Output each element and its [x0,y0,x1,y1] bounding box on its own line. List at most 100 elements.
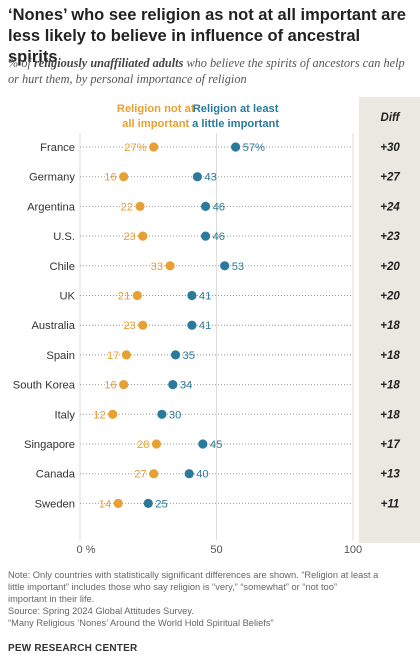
value-label-not-at-all: 28 [137,439,149,451]
x-tick-label: 50 [210,544,222,556]
value-label-at-least-little: 57% [243,142,265,154]
series-label: all important [122,118,189,130]
value-label-not-at-all: 33 [151,261,163,273]
diff-value: +20 [380,291,400,303]
dot-not-at-all [121,350,132,360]
value-label-at-least-little: 46 [213,231,225,243]
diff-value: +11 [381,498,400,510]
category-label: South Korea [13,380,76,392]
value-label-at-least-little: 41 [199,320,211,332]
dot-not-at-all [165,261,175,271]
dot-at-least-little [200,231,211,241]
value-label-at-least-little: 53 [232,261,244,273]
category-label: Singapore [24,439,75,451]
x-tick-label: 100 [344,544,362,556]
category-label: Germany [29,172,75,184]
dot-not-at-all [149,142,159,152]
diff-value: +23 [380,231,400,243]
chart-notes: Note: Only countries with statistically … [8,569,414,629]
note-line-2: little important” includes those who say… [8,582,337,592]
dot-at-least-little [192,172,202,182]
value-label-at-least-little: 41 [199,291,211,303]
diff-panel [359,97,420,543]
diff-value: +27 [380,172,400,184]
dot-not-at-all [138,231,148,241]
dot-not-at-all [151,439,162,449]
dot-at-least-little [168,380,178,390]
subtitle-suffix: who believe the spirits of ancestors can… [8,56,405,86]
category-label: Sweden [35,498,75,510]
subtitle-bold: religiously unaffiliated adults [33,56,184,70]
diff-value: +20 [380,261,400,273]
value-label-at-least-little: 40 [196,469,208,481]
category-label: Australia [31,320,75,332]
dot-at-least-little [231,142,241,152]
value-label-not-at-all: 21 [118,291,130,303]
value-label-at-least-little: 43 [204,172,216,184]
value-label-at-least-little: 35 [183,350,195,362]
category-label: Spain [46,350,75,362]
dot-at-least-little [220,261,230,271]
value-label-at-least-little: 30 [169,409,181,421]
value-label-not-at-all: 27% [124,142,146,154]
category-label: Chile [50,261,76,273]
value-label-not-at-all: 23 [123,231,135,243]
diff-value: +18 [380,320,400,332]
diff-header: Diff [381,112,401,124]
dot-not-at-all [119,380,129,390]
org-footer: PEW RESEARCH CENTER [8,643,138,654]
category-label: France [40,142,75,154]
diff-value: +18 [380,409,400,421]
dot-not-at-all [108,409,118,419]
value-label-not-at-all: 16 [104,172,116,184]
series-label: Religion not at [117,103,195,115]
dot-not-at-all [135,201,145,211]
note-line-1: Note: Only countries with statistically … [8,570,379,580]
dot-at-least-little [157,409,167,419]
category-label: Italy [54,409,75,421]
note-line-3: important in their life. [8,594,95,604]
category-label: UK [59,291,75,303]
chart-subtitle: % of religiously unaffiliated adults who… [8,55,412,87]
dot-at-least-little [187,320,197,330]
dot-not-at-all [113,498,123,508]
dot-at-least-little [184,469,194,479]
series-label: a little important [192,118,279,130]
dot-at-least-little [170,350,181,360]
value-label-at-least-little: 25 [155,498,167,510]
value-label-not-at-all: 17 [107,350,119,362]
series-label: Religion at least [193,103,279,115]
value-label-not-at-all: 27 [134,469,146,481]
value-label-not-at-all: 23 [123,320,135,332]
dot-at-least-little [143,498,153,508]
subtitle-prefix: % of [8,56,34,70]
value-label-at-least-little: 45 [210,439,222,451]
value-label-at-least-little: 34 [180,380,192,392]
diff-value: +17 [380,439,400,451]
dot-at-least-little [200,201,211,211]
value-label-not-at-all: 12 [93,409,105,421]
dot-not-at-all [138,320,148,330]
source-line: Source: Spring 2024 Global Attitudes Sur… [8,606,194,616]
diff-value: +18 [380,380,400,392]
value-label-not-at-all: 22 [121,201,133,213]
x-tick-label: 0 % [77,544,96,556]
dot-not-at-all [149,469,159,479]
value-label-at-least-little: 46 [213,201,225,213]
chart-title: ‘Nones’ who see religion as not at all i… [8,6,406,66]
diff-value: +24 [380,201,400,213]
value-label-not-at-all: 14 [99,498,111,510]
diff-value: +18 [380,350,400,362]
dot-at-least-little [198,439,208,449]
value-label-not-at-all: 16 [104,380,116,392]
category-label: U.S. [53,231,75,243]
report-line: “Many Religious ‘Nones’ Around the World… [8,618,274,628]
dot-not-at-all [119,172,129,182]
dot-not-at-all [132,290,142,301]
dot-at-least-little [187,290,197,301]
diff-value: +30 [380,142,400,154]
category-label: Canada [36,469,76,481]
category-label: Argentina [27,201,76,213]
diff-value: +13 [380,469,400,481]
